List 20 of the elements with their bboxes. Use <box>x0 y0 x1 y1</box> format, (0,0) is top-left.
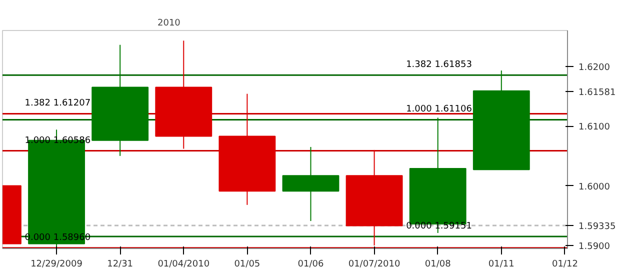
annotation: 1.382 1.61207 <box>24 98 91 109</box>
x-tick-label: 12/29/2009 <box>30 260 83 270</box>
y-tick-label: 1.5900 <box>578 242 610 252</box>
annotation: 1.000 1.61106 <box>406 104 472 115</box>
x-tick-label: 01/12 <box>552 260 578 270</box>
annotation: 0.000 1.58960 <box>24 232 91 243</box>
x-tick-label: 01/08 <box>424 260 452 270</box>
y-tick-label: 1.61581 <box>578 88 616 98</box>
x-tick-label: 01/06 <box>298 260 324 270</box>
y-tick-label: 1.6100 <box>578 122 610 133</box>
x-tick-label: 01/04/2010 <box>158 260 210 270</box>
x-tick-label: 01/07/2010 <box>348 260 401 270</box>
x-tick-label: 01/11 <box>488 260 514 270</box>
y-tick-label: 1.6200 <box>578 62 610 73</box>
y-tick-label: 1.59335 <box>578 222 616 232</box>
annotation: 1.382 1.61853 <box>406 60 472 70</box>
x-tick-label: 01/05 <box>234 260 260 270</box>
x-tick-label: 12/31 <box>107 260 134 270</box>
chart-title: 2010 <box>158 18 181 28</box>
y-tick-label: 1.6000 <box>578 182 610 192</box>
